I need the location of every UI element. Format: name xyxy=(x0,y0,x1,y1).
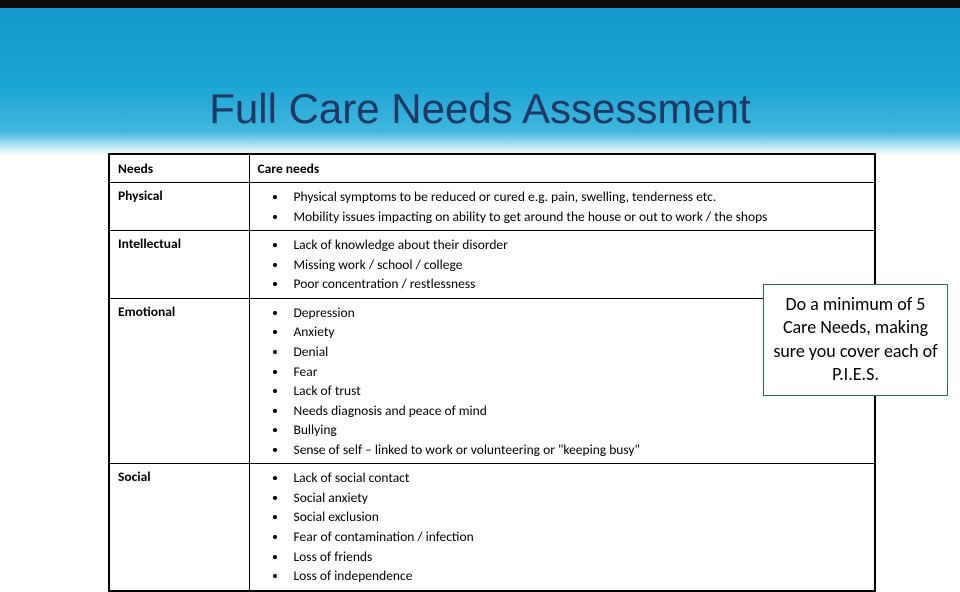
list-item: Social anxiety xyxy=(288,488,867,508)
row-items: Lack of social contact Social anxiety So… xyxy=(249,464,875,591)
table-row: Emotional Depression Anxiety Denial Fear… xyxy=(109,298,875,464)
list-item: Loss of friends xyxy=(288,547,867,567)
table-row: Intellectual Lack of knowledge about the… xyxy=(109,231,875,299)
page-title: Full Care Needs Assessment xyxy=(0,85,960,133)
list-item: Physical symptoms to be reduced or cured… xyxy=(288,187,867,207)
row-label-social: Social xyxy=(109,464,249,591)
callout-box: Do a minimum of 5 Care Needs, making sur… xyxy=(763,284,948,396)
list-item: Mobility issues impacting on ability to … xyxy=(288,207,867,227)
header-needs: Needs xyxy=(109,154,249,183)
list-item: Social exclusion xyxy=(288,507,867,527)
row-label-physical: Physical xyxy=(109,183,249,231)
list-item: Lack of social contact xyxy=(288,468,867,488)
list-item: Fear of contamination / infection xyxy=(288,527,867,547)
table-row: Social Lack of social contact Social anx… xyxy=(109,464,875,591)
list-item: Lack of knowledge about their disorder xyxy=(288,235,867,255)
row-items: Physical symptoms to be reduced or cured… xyxy=(249,183,875,231)
row-label-intellectual: Intellectual xyxy=(109,231,249,299)
table-header-row: Needs Care needs xyxy=(109,154,875,183)
list-item: Bullying xyxy=(288,420,867,440)
list-item: Needs diagnosis and peace of mind xyxy=(288,401,867,421)
row-label-emotional: Emotional xyxy=(109,298,249,464)
table-row: Physical Physical symptoms to be reduced… xyxy=(109,183,875,231)
list-item: Missing work / school / college xyxy=(288,255,867,275)
header-care-needs: Care needs xyxy=(249,154,875,183)
list-item: Loss of independence xyxy=(288,566,867,586)
care-needs-table: Needs Care needs Physical Physical sympt… xyxy=(108,153,876,592)
list-item: Sense of self – linked to work or volunt… xyxy=(288,440,867,460)
